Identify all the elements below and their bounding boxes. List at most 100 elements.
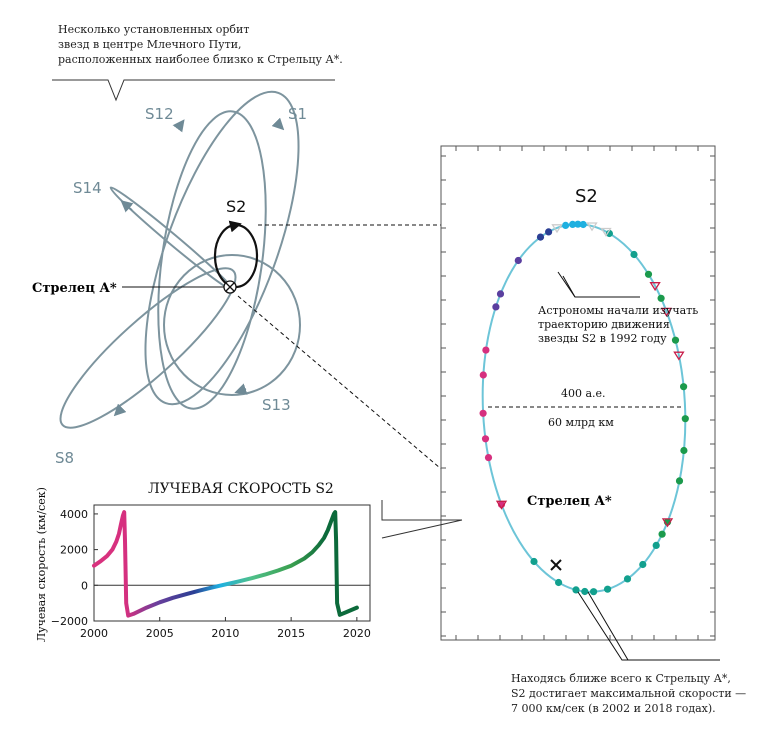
observation-dot [492, 303, 500, 311]
x-tick-label: 2020 [343, 627, 371, 640]
observation-triangle [661, 518, 674, 528]
y-axis-label: Лучевая скорость (км/сек) [35, 487, 48, 642]
note-leader-2 [562, 275, 576, 298]
bottom-caption-line: Находясь ближе всего к Стрельцу А*, [511, 672, 731, 685]
observation-points [479, 220, 689, 596]
observation-triangle [660, 307, 673, 317]
velocity-chart: 4000 2000 0 −2000 2000 2005 2010 2015 2020 Луче… [35, 487, 371, 642]
bottom-leader-2 [587, 591, 629, 661]
orbit-arrows [113, 117, 285, 417]
chart-panel-bracket [381, 500, 462, 521]
y-axis-ticks: 4000 2000 0 −2000 [51, 508, 98, 628]
velocity-series-line [92, 510, 359, 618]
bottom-caption: Находясь ближе всего к Стрельцу А*, S2 д… [511, 671, 751, 716]
observation-triangle [600, 227, 612, 237]
panel-center-x [550, 559, 562, 571]
observation-triangle [649, 282, 661, 292]
observation-dot [481, 435, 490, 443]
observation-dot [530, 557, 538, 566]
observation-dot [562, 221, 570, 229]
y-tick-label: 4000 [60, 508, 88, 521]
distance-top: 400 а.е. [561, 387, 606, 400]
observation-dot [496, 290, 505, 298]
observation-triangle [586, 222, 598, 232]
panel-ticks [441, 146, 715, 640]
observation-dot [590, 588, 598, 596]
observation-dot [514, 256, 522, 265]
observation-dot [680, 383, 688, 391]
y-tick-label: −2000 [51, 615, 88, 628]
center-label: Стрелец А* [32, 281, 117, 296]
observation-dot [671, 336, 680, 344]
orbit-label-s8: S8 [55, 449, 74, 467]
observation-dot [623, 575, 632, 583]
observation-dot [545, 228, 553, 236]
x-tick-label: 2005 [146, 627, 174, 640]
y-tick-label: 2000 [60, 544, 88, 557]
orbit-label-s12: S12 [145, 105, 174, 123]
panel-title: S2 [575, 186, 598, 207]
orbit-label-s1: S1 [288, 105, 307, 123]
x-tick-label: 2010 [211, 627, 239, 640]
observation-dot [482, 346, 490, 354]
observation-dot [604, 585, 612, 593]
observation-dot [644, 270, 653, 278]
observation-dot [605, 229, 614, 238]
observation-dot [579, 220, 587, 229]
orbits-group [59, 90, 301, 429]
panel-center-label: Стрелец А* [527, 494, 612, 509]
observation-dot [639, 560, 647, 569]
bottom-caption-line: 7 000 км/сек (в 2002 и 2018 годах). [511, 702, 716, 715]
orbit-label-s14: S14 [73, 179, 102, 197]
orbit-label-s2: S2 [226, 197, 246, 216]
observation-triangle [673, 351, 685, 361]
observation-dot [536, 233, 545, 241]
intro-caption: Несколько установленных орбит звезд в це… [58, 22, 358, 67]
observation-dot [680, 446, 688, 455]
s2-arrow [227, 220, 242, 233]
observation-dot [658, 530, 666, 538]
observation-dot [675, 477, 684, 485]
observation-dot [484, 454, 493, 462]
x-axis-ticks: 2000 2005 2010 2015 2020 [80, 617, 371, 640]
intro-caption-line: звезд в центре Млечного Пути, [58, 38, 242, 51]
observation-dot [681, 415, 689, 423]
chart-panel-bracket-2 [381, 519, 463, 539]
orbit-s14 [109, 186, 235, 292]
intro-caption-line: расположенных наиболее близко к Стрельцу… [58, 53, 343, 66]
observation-dot [572, 586, 580, 594]
observation-triangle [551, 224, 563, 234]
bottom-caption-line: S2 достигает максимальной скорости — [511, 687, 747, 700]
chart-frame [93, 504, 371, 622]
distance-bottom: 60 млрд км [548, 416, 614, 429]
orbit-s1 [144, 90, 300, 406]
y-tick-label: 0 [81, 579, 88, 592]
observation-dot [581, 587, 589, 596]
intro-caption-line: Несколько установленных орбит [58, 23, 250, 36]
chart-title: ЛУЧЕВАЯ СКОРОСТЬ S2 [148, 481, 334, 497]
bottom-leader [577, 591, 720, 661]
orbit-label-s13: S13 [262, 396, 291, 414]
panel-frame [440, 145, 716, 641]
observation-dot [555, 578, 563, 587]
observation-dot [574, 220, 582, 228]
panel-note-line: звезды S2 в 1992 году [538, 332, 667, 345]
panel-note-line: траекторию движения [538, 318, 670, 331]
observation-triangle [495, 500, 508, 510]
observation-dot [657, 294, 665, 302]
x-tick-label: 2000 [80, 627, 108, 640]
center-marker-x [225, 282, 235, 292]
observation-dot [479, 409, 487, 417]
observation-dot [569, 220, 577, 228]
observation-dot [479, 371, 487, 379]
caption-callout [52, 79, 335, 102]
observation-dot [630, 250, 638, 259]
orbit-s8 [59, 267, 237, 429]
panel-note-line: Астрономы начали изучать [538, 304, 698, 317]
orbit-s13 [163, 254, 301, 396]
x-tick-label: 2015 [277, 627, 305, 640]
observation-dot [652, 541, 660, 550]
s2-panel: S2 Астрономы начали изучать траекторию д… [440, 145, 720, 661]
orbit-s12 [157, 110, 267, 410]
